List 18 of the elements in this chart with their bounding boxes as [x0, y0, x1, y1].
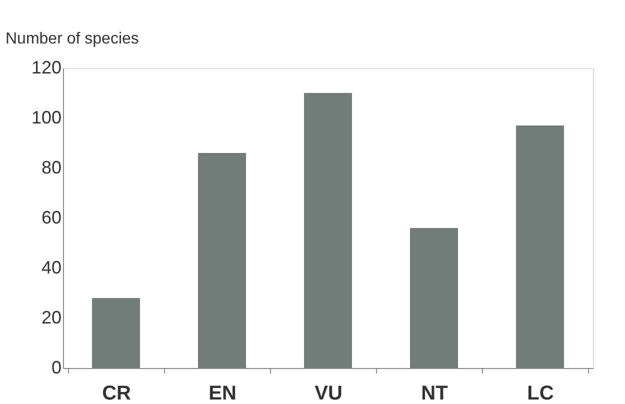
x-tick-label: EN	[208, 382, 236, 404]
y-axis-title: Number of species	[6, 30, 139, 48]
y-tick-label: 0	[51, 358, 62, 378]
bar	[304, 93, 352, 368]
x-tick-label: CR	[102, 382, 132, 404]
bar	[410, 228, 458, 368]
bar	[92, 298, 140, 368]
y-tick-label: 60	[41, 208, 62, 228]
y-tick-label: 40	[41, 258, 62, 278]
x-tick-label: LC	[527, 382, 554, 404]
bar	[198, 153, 246, 368]
y-tick-label: 120	[31, 58, 62, 78]
y-tick-label: 20	[41, 308, 62, 328]
bar	[516, 126, 564, 368]
y-tick-label: 80	[41, 158, 62, 178]
x-tick-label: VU	[314, 382, 342, 404]
y-tick-label: 100	[31, 108, 62, 128]
x-tick-label: NT	[421, 382, 448, 404]
